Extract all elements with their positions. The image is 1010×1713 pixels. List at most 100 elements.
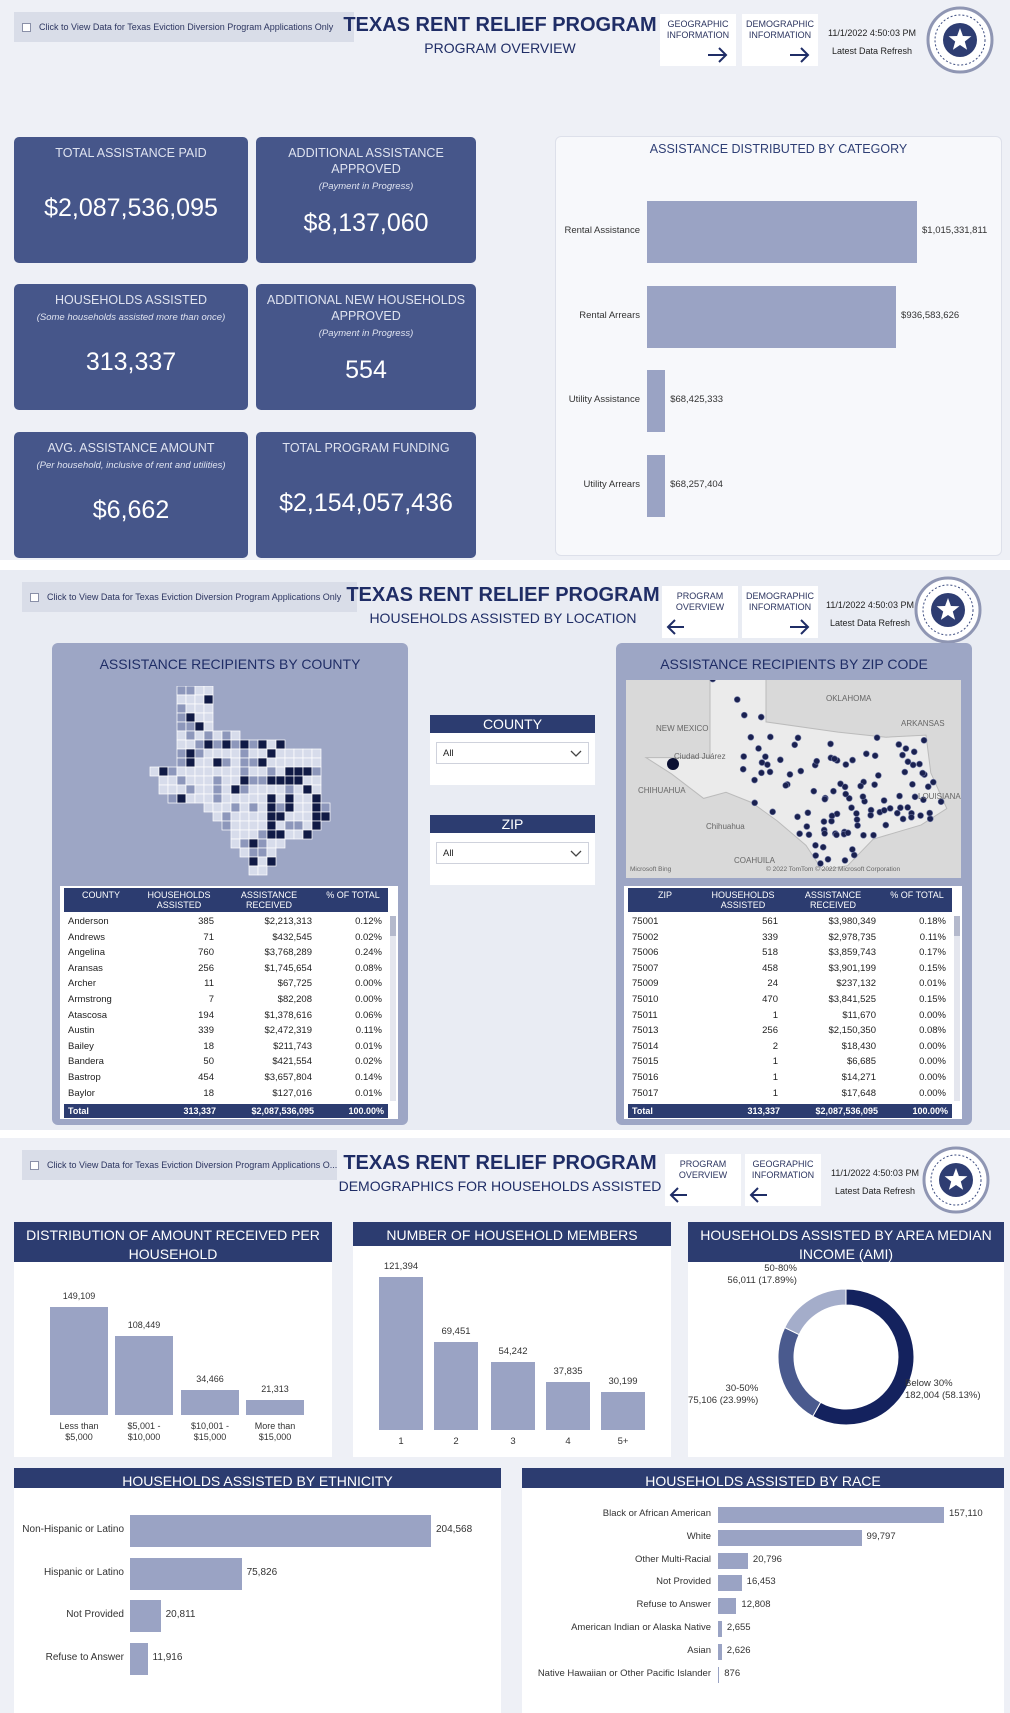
nav-button[interactable]: PROGRAM OVERVIEW (662, 586, 738, 638)
checkbox (30, 1161, 39, 1170)
slice-value: 56,011 (17.89%) (677, 1275, 797, 1287)
card-value: 313,337 (86, 348, 176, 377)
kpi-card: ADDITIONAL NEW HOUSEHOLDS APPROVED(Payme… (256, 284, 476, 410)
county-shape (240, 848, 249, 857)
bar (434, 1342, 478, 1430)
card-value: $2,087,536,095 (44, 194, 218, 223)
county-shape (186, 785, 195, 794)
nav-button[interactable]: PROGRAM OVERVIEW (665, 1154, 741, 1206)
zip-dot (764, 762, 770, 768)
county-shape (177, 794, 186, 803)
county-shape (303, 749, 312, 758)
card-note: (Payment in Progress) (319, 181, 414, 192)
zip-dot (925, 784, 931, 790)
map-label: ARKANSAS (901, 719, 945, 728)
bar (130, 1515, 431, 1547)
bar (718, 1553, 748, 1569)
table-cell: $3,901,199 (784, 963, 876, 974)
category-label: Refuse to Answer (0, 1652, 124, 1663)
county-shape (294, 803, 303, 812)
county-shape (258, 803, 267, 812)
county-shape (195, 776, 204, 785)
nav-button[interactable]: DEMOGRAPHIC INFORMATION (742, 14, 818, 66)
county-shape (195, 740, 204, 749)
county-shape (312, 758, 321, 767)
zip-dot (900, 752, 906, 758)
bar (718, 1667, 719, 1683)
county-shape (258, 740, 267, 749)
zip-dot (752, 777, 758, 783)
slicer-dropdown[interactable]: All (430, 733, 595, 785)
donut-slice (785, 1289, 846, 1335)
table-cell: $3,657,804 (220, 1072, 312, 1083)
county-shape (267, 776, 276, 785)
county-shape (249, 848, 258, 857)
scroll-thumb[interactable] (954, 916, 960, 936)
card-value: $6,662 (93, 496, 169, 525)
category-label: $5,001 - $10,000 (111, 1421, 177, 1443)
table-cell: $3,768,289 (220, 947, 312, 958)
county-shape (303, 767, 312, 776)
zip-dot (741, 754, 747, 760)
county-shape (186, 722, 195, 731)
county-shape (249, 740, 258, 749)
county-shape (240, 830, 249, 839)
county-shape (195, 758, 204, 767)
county-shape (177, 686, 186, 695)
nav-button[interactable]: GEOGRAPHIC INFORMATION (745, 1154, 821, 1206)
slice-label: Below 30%182,004 (58.13%) (905, 1378, 1010, 1402)
county-shape (267, 749, 276, 758)
column-header: ASSISTANCE RECEIVED (220, 888, 318, 912)
card-value: 554 (345, 356, 387, 385)
zip-dot (851, 852, 857, 858)
zip-dot (797, 831, 803, 837)
checkbox (30, 593, 39, 602)
nav-button[interactable]: GEOGRAPHIC INFORMATION (660, 14, 736, 66)
county-shape (258, 794, 267, 803)
chart-panel (14, 1468, 501, 1713)
county-shape (294, 767, 303, 776)
zip-dot (792, 742, 798, 748)
county-shape (222, 749, 231, 758)
slicer-dropdown[interactable]: All (430, 833, 595, 885)
page-title: TEXAS RENT RELIEF PROGRAM (280, 14, 720, 37)
county-shape (258, 839, 267, 848)
county-shape (285, 749, 294, 758)
table-cell: 0.01% (318, 1088, 382, 1099)
table-cell: 75011 (628, 1010, 696, 1021)
zip-dot (752, 800, 758, 806)
zip-dot (770, 809, 776, 815)
county-shape (177, 704, 186, 713)
zip-dot (842, 784, 848, 790)
zip-dot (831, 756, 837, 762)
scroll-thumb[interactable] (390, 916, 396, 936)
nav-button[interactable]: DEMOGRAPHIC INFORMATION (742, 586, 818, 638)
county-shape (276, 830, 285, 839)
county-shape (258, 830, 267, 839)
category-label: Non-Hispanic or Latino (0, 1524, 124, 1535)
page-subtitle: PROGRAM OVERVIEW (280, 40, 720, 56)
table-cell: 760 (138, 947, 214, 958)
table-cell: 0.00% (882, 1056, 946, 1067)
zip-dot (828, 741, 834, 747)
category-label: Native Hawaiian or Other Pacific Islande… (471, 1668, 711, 1679)
card-title: TOTAL PROGRAM FUNDING (282, 440, 449, 456)
chevron-line (571, 851, 581, 856)
category-label: Less than $5,000 (46, 1421, 112, 1443)
county-shape (231, 785, 240, 794)
zip-dot (804, 823, 810, 829)
county-shape (177, 758, 186, 767)
county-shape (276, 767, 285, 776)
donut-slice (778, 1328, 821, 1417)
county-shape (267, 803, 276, 812)
county-shape (186, 749, 195, 758)
county-shape (240, 758, 249, 767)
total-cell: 100.00% (318, 1104, 388, 1118)
county-shape (303, 812, 312, 821)
checkbox (22, 23, 31, 32)
county-shape (213, 812, 222, 821)
table-cell: 0.02% (318, 1056, 382, 1067)
zip-dot (905, 759, 911, 765)
county-shape (285, 821, 294, 830)
card-note: (Per household, inclusive of rent and ut… (36, 460, 225, 471)
